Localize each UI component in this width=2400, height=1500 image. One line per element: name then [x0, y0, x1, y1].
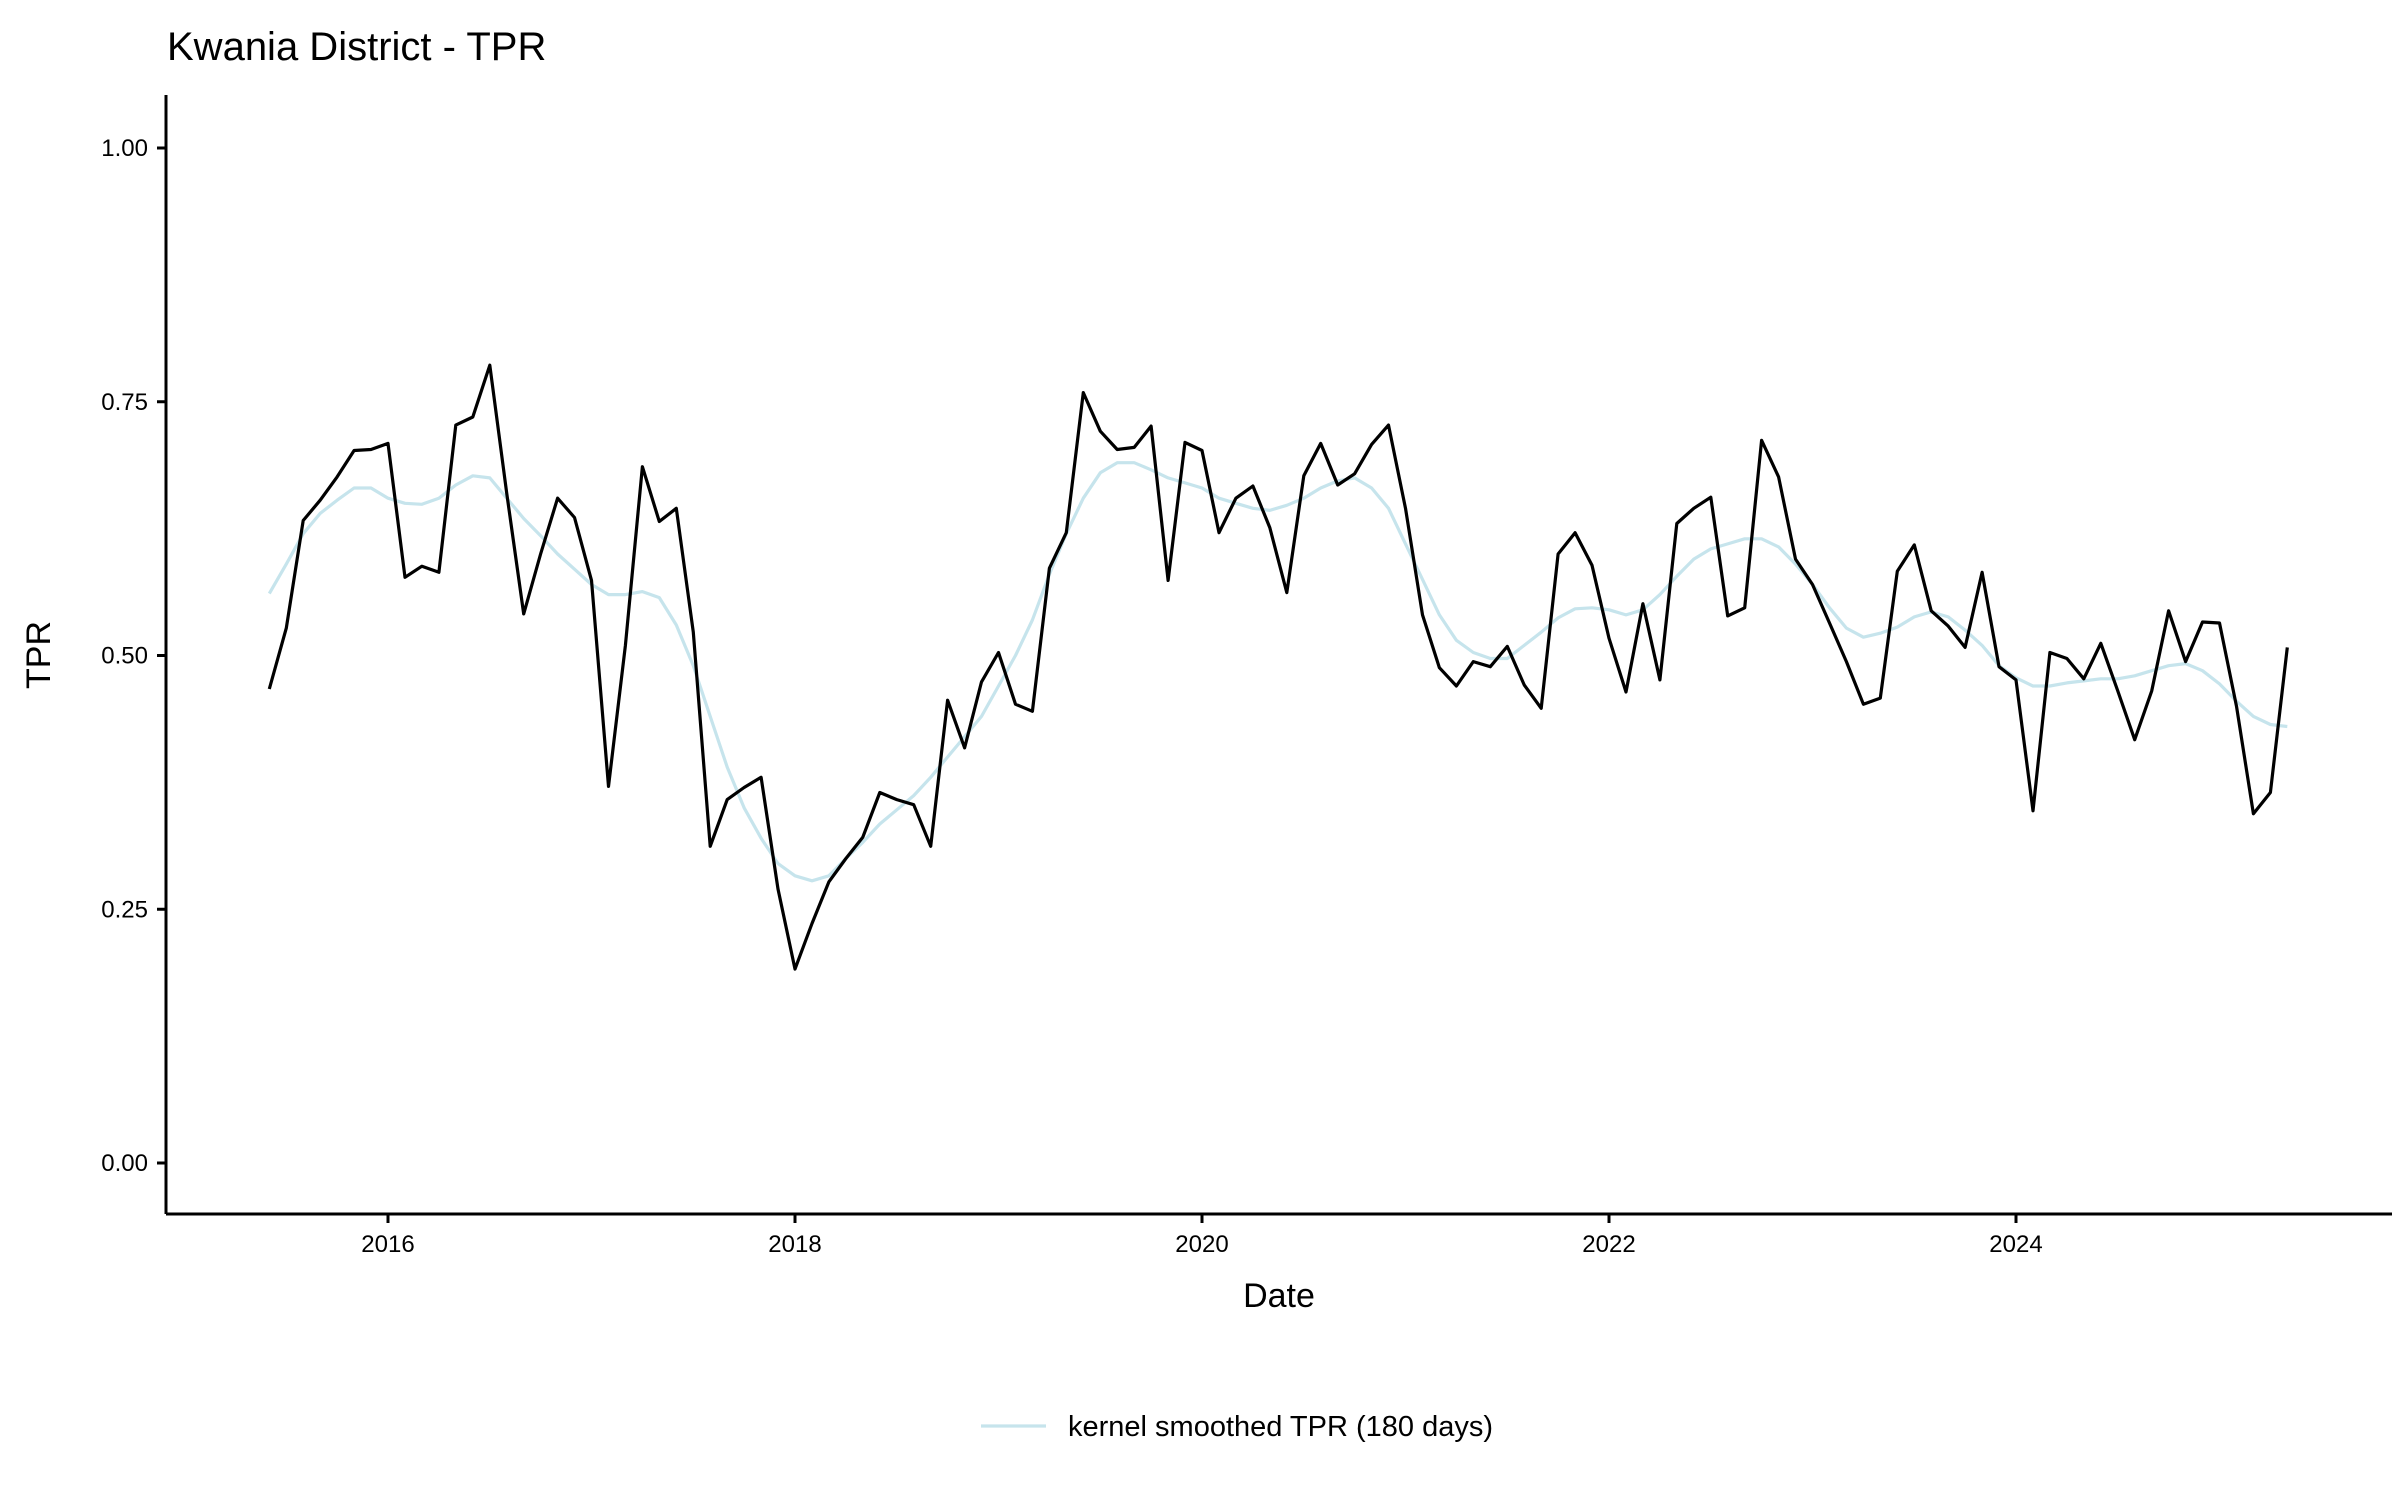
- y-tick-label: 1.00: [101, 135, 148, 162]
- legend: kernel smoothed TPR (180 days): [981, 1411, 1493, 1443]
- y-tick-label: 0.75: [101, 389, 148, 416]
- x-tick-label: 2022: [1582, 1231, 1635, 1258]
- legend-label-kernel-smoothed: kernel smoothed TPR (180 days): [1068, 1411, 1493, 1443]
- y-tick-label: 0.25: [101, 896, 148, 923]
- x-tick-label: 2016: [361, 1231, 414, 1258]
- chart-title: Kwania District - TPR: [167, 25, 546, 69]
- series-line-kernel-smoothed: [267, 461, 2288, 883]
- x-tick-label: 2018: [768, 1231, 821, 1258]
- y-tick-label: 0.50: [101, 643, 148, 670]
- x-tick-label: 2020: [1175, 1231, 1228, 1258]
- series-line-tpr: [267, 363, 2289, 971]
- x-axis-title: Date: [1243, 1277, 1315, 1315]
- x-tick-label: 2024: [1989, 1231, 2042, 1258]
- y-axis-title: TPR: [20, 621, 58, 689]
- y-tick-label: 0.00: [101, 1150, 148, 1177]
